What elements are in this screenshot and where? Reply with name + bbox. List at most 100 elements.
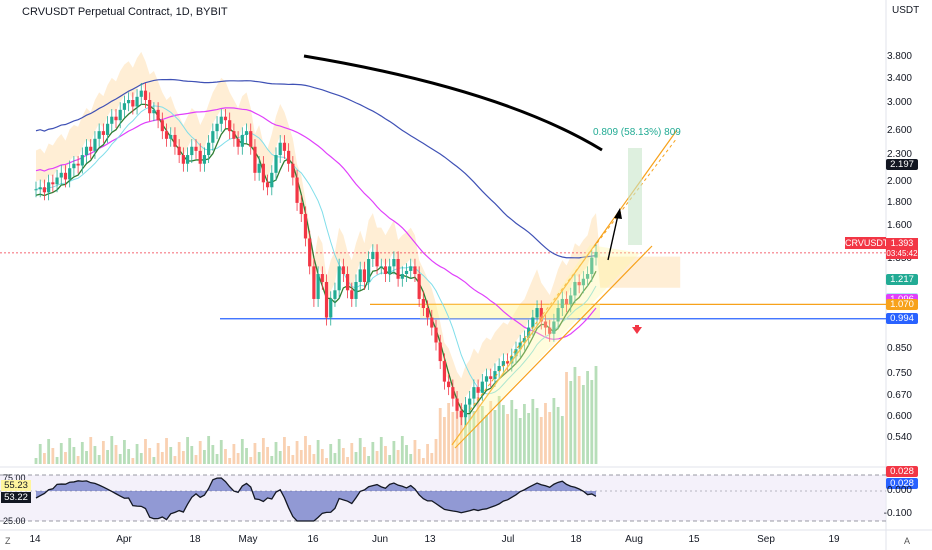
channel-fill bbox=[452, 245, 640, 448]
macd-tick-neg: -0.100 bbox=[883, 508, 912, 519]
x-tick-label: Jun bbox=[371, 534, 389, 545]
volume-bar bbox=[569, 381, 573, 464]
rsi-signal-badge: 53.22 bbox=[1, 492, 31, 503]
volume-bar bbox=[417, 449, 421, 464]
candle-body bbox=[480, 381, 484, 393]
volume-bar bbox=[459, 407, 463, 464]
volume-bar bbox=[249, 457, 253, 464]
candle-body bbox=[114, 116, 118, 121]
volume-bar bbox=[527, 413, 531, 464]
volume-bar bbox=[506, 414, 509, 464]
volume-bar bbox=[131, 458, 135, 464]
x-tick-label: May bbox=[238, 534, 258, 545]
candle-body bbox=[169, 134, 173, 139]
candle-body bbox=[404, 270, 409, 275]
candle-body bbox=[392, 259, 396, 267]
volume-bar bbox=[123, 440, 126, 464]
volume-bar bbox=[85, 451, 88, 464]
drawings bbox=[303, 54, 678, 449]
volume-bar bbox=[375, 451, 379, 464]
candle-body bbox=[535, 308, 539, 318]
volume-bar bbox=[80, 442, 84, 464]
channel-lower bbox=[454, 245, 653, 449]
volume-bar bbox=[215, 454, 219, 464]
volume-bar bbox=[224, 449, 227, 464]
candle-body bbox=[522, 338, 527, 343]
volume-bar bbox=[181, 451, 185, 464]
volume-bar bbox=[438, 408, 442, 464]
candle-body bbox=[240, 134, 244, 147]
candle-body bbox=[455, 398, 459, 411]
x-tick-label: Jul bbox=[501, 534, 515, 545]
volume-bar bbox=[586, 371, 589, 464]
volume-bar bbox=[106, 450, 109, 464]
candle-body bbox=[409, 266, 413, 271]
candle-body bbox=[459, 410, 463, 418]
volume-bar bbox=[236, 453, 240, 464]
candle-body bbox=[345, 274, 350, 291]
volume-bar bbox=[497, 396, 501, 464]
candle-body bbox=[425, 308, 430, 318]
volume-bar bbox=[489, 401, 493, 464]
candle-body bbox=[497, 366, 501, 372]
volume-bar bbox=[245, 448, 248, 464]
volume-bar bbox=[455, 398, 459, 464]
candle-body bbox=[438, 342, 442, 362]
volume-bar bbox=[405, 445, 408, 464]
x-tick-label: Sep bbox=[757, 534, 775, 545]
auto-scale-toggle[interactable]: A bbox=[904, 536, 911, 546]
volume-bar bbox=[590, 380, 594, 464]
volume-bar bbox=[325, 458, 328, 464]
rsi-histogram bbox=[36, 477, 596, 521]
volume-bar bbox=[59, 443, 63, 464]
candle-body bbox=[539, 308, 543, 322]
target-box bbox=[628, 148, 642, 245]
volume-bar bbox=[480, 406, 484, 464]
candle-body bbox=[358, 269, 362, 282]
candle-body bbox=[295, 177, 299, 203]
candle-body bbox=[84, 146, 89, 156]
candle-body bbox=[38, 187, 42, 190]
volume-bar bbox=[434, 439, 438, 464]
macd-tick-0: 0.000 bbox=[886, 485, 912, 496]
volume-bar bbox=[523, 404, 526, 464]
volume-bar bbox=[257, 452, 261, 464]
volume-bar bbox=[118, 454, 122, 464]
volume-bar bbox=[316, 440, 320, 464]
candle-body bbox=[194, 146, 198, 151]
candle-body bbox=[164, 131, 169, 139]
volume-bars bbox=[34, 366, 598, 464]
candle-body bbox=[350, 290, 354, 299]
volume-bar bbox=[341, 448, 345, 464]
volume-bar bbox=[384, 446, 387, 464]
volume-bar bbox=[266, 447, 269, 464]
volume-bar bbox=[232, 444, 236, 464]
volume-bar bbox=[97, 455, 101, 464]
candle-body bbox=[215, 123, 219, 132]
candle-body bbox=[76, 163, 80, 166]
x-tick-label: Aug bbox=[625, 534, 643, 545]
x-tick-label: 18 bbox=[189, 534, 201, 545]
volume-bar bbox=[64, 452, 67, 464]
volume-bar bbox=[539, 417, 543, 464]
volume-bar bbox=[337, 439, 341, 464]
y-tick-label: 1.600 bbox=[886, 219, 912, 231]
volume-bar bbox=[34, 458, 38, 464]
y-tick-label: 3.400 bbox=[886, 72, 912, 84]
volume-bar bbox=[186, 437, 189, 464]
candle-body bbox=[577, 281, 581, 286]
timezone-toggle[interactable]: Z bbox=[5, 536, 11, 546]
candle-body bbox=[337, 266, 341, 291]
candle-body bbox=[505, 361, 510, 364]
volume-bar bbox=[493, 410, 497, 464]
volume-bar bbox=[409, 454, 413, 464]
candle-body bbox=[451, 387, 455, 399]
candle-body bbox=[139, 90, 143, 97]
candle-body bbox=[303, 214, 308, 239]
volume-bar bbox=[485, 415, 488, 464]
volume-bar bbox=[581, 385, 585, 464]
volume-bar bbox=[51, 448, 55, 464]
volume-bar bbox=[447, 403, 451, 464]
candle-body bbox=[253, 146, 257, 173]
volume-bar bbox=[177, 442, 181, 464]
